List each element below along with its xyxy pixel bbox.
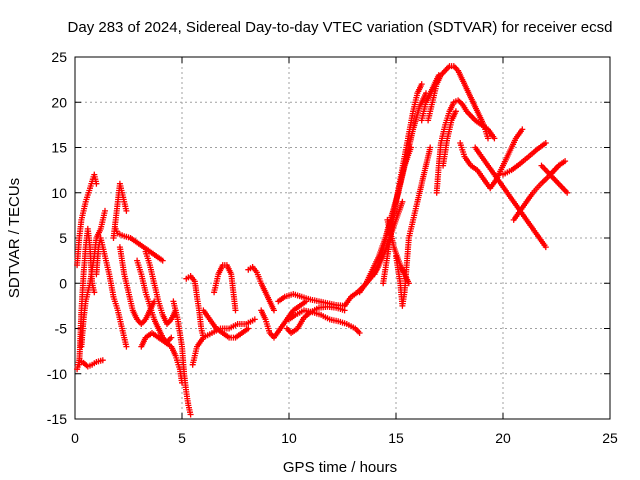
series-markers <box>138 330 185 386</box>
series-trace-26 <box>393 144 434 309</box>
series-trace-12 <box>170 298 194 418</box>
series-markers <box>286 307 363 336</box>
series-markers <box>393 144 434 309</box>
y-tick-label: 25 <box>51 49 67 65</box>
y-tick-label: -10 <box>47 366 67 382</box>
series-markers <box>380 81 425 287</box>
series-trace-37 <box>547 171 571 196</box>
y-tick-label: 20 <box>51 94 67 110</box>
series-markers <box>189 316 258 368</box>
series-trace-25 <box>380 81 425 287</box>
series-trace-29 <box>433 97 498 196</box>
series-markers <box>547 171 571 196</box>
series-markers <box>433 97 498 196</box>
series-markers <box>418 72 442 124</box>
x-tick-label: 25 <box>602 430 618 446</box>
series-trace-19 <box>275 291 348 309</box>
series-trace-7 <box>112 225 166 264</box>
series-trace-33 <box>472 144 549 251</box>
series-markers <box>500 140 549 178</box>
y-tick-label: -5 <box>55 321 68 337</box>
y-tick-label: 15 <box>51 140 67 156</box>
series-trace-13 <box>183 273 207 341</box>
series-markers <box>78 207 108 350</box>
x-axis-label: GPS time / hours <box>283 459 397 476</box>
series-markers <box>93 235 130 350</box>
series-markers <box>74 171 100 269</box>
series-markers <box>275 291 348 309</box>
x-tick-label: 0 <box>71 430 79 446</box>
series-markers <box>211 262 239 314</box>
series-markers <box>440 108 459 169</box>
series-trace-30 <box>418 72 442 124</box>
y-tick-label: 5 <box>59 230 67 246</box>
series-markers <box>200 307 252 341</box>
series-trace-15 <box>200 307 252 341</box>
grid-lines <box>75 57 610 419</box>
series-trace-16 <box>211 262 239 314</box>
series-markers <box>170 298 194 418</box>
x-tick-label: 5 <box>178 430 186 446</box>
series-trace-20 <box>286 307 363 336</box>
series-trace-35 <box>510 158 569 223</box>
series-markers <box>245 264 277 314</box>
series-trace-27 <box>384 216 412 287</box>
series-trace-10 <box>142 248 179 327</box>
series-markers <box>112 225 166 264</box>
series-markers <box>510 158 569 223</box>
series-markers <box>384 216 412 287</box>
series-markers <box>142 248 179 327</box>
axis-ticks: 0 5 10 15 20 25 -15 -10 -5 0 5 10 15 20 25 <box>47 49 618 446</box>
x-tick-label: 10 <box>281 430 297 446</box>
y-tick-label: 10 <box>51 185 67 201</box>
series-markers <box>258 298 310 341</box>
y-tick-label: -15 <box>47 411 67 427</box>
x-tick-label: 20 <box>495 430 511 446</box>
series-trace-31 <box>440 108 459 169</box>
y-axis-label: SDTVAR / TECUs <box>6 178 23 298</box>
series-trace-17 <box>245 264 277 314</box>
series-markers <box>472 144 549 251</box>
series-markers <box>283 303 348 336</box>
series-trace-18 <box>258 298 310 341</box>
y-tick-label: 0 <box>59 275 67 291</box>
series-markers <box>183 273 207 341</box>
series-trace-4 <box>78 207 108 350</box>
series-trace-2 <box>74 171 100 269</box>
chart-title: Day 283 of 2024, Sidereal Day-to-day VTE… <box>68 19 613 36</box>
series-trace-36 <box>538 162 562 178</box>
data-points <box>74 63 571 418</box>
series-trace-11 <box>138 330 185 386</box>
series-markers <box>538 162 562 178</box>
series-trace-34 <box>500 140 549 178</box>
series-trace-14 <box>189 316 258 368</box>
x-tick-label: 15 <box>388 430 404 446</box>
series-trace-5 <box>93 235 130 350</box>
series-trace-21 <box>283 303 348 336</box>
